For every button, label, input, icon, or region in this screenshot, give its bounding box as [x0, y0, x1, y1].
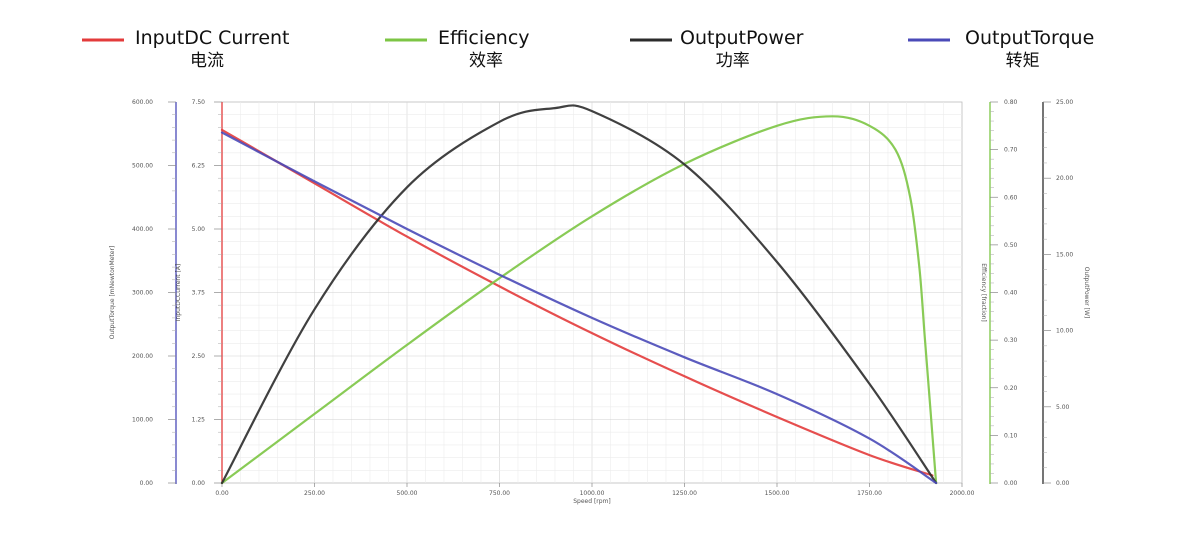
x-tick-label: 1000.00 — [580, 490, 605, 497]
y-tick-label-efficiency: 0.40 — [1004, 290, 1018, 297]
series-lines — [220, 104, 938, 485]
y-tick-label-torque: 400.00 — [132, 226, 153, 233]
y-axis-title-current: InputDCCurrent [A] — [175, 264, 182, 322]
y-tick-label-efficiency: 0.30 — [1004, 337, 1018, 344]
x-tick-label: 250.00 — [304, 490, 325, 497]
legend-label-1: Efficiency — [438, 27, 530, 49]
y-tick-label-torque: 200.00 — [132, 353, 153, 360]
y-tick-label-current: 1.25 — [192, 417, 206, 424]
y-tick-label-power: 5.00 — [1056, 404, 1070, 411]
y-axis-title-power: OutputPower [W] — [1083, 267, 1090, 319]
y-tick-label-current: 7.50 — [192, 99, 206, 106]
x-tick-label: 1750.00 — [857, 490, 882, 497]
legend-sublabel-3: 转矩 — [1006, 51, 1040, 71]
axes: 0.00 250.00 500.00 750.00 1000.00 1250.00 1500… — [109, 99, 1090, 505]
y-tick-label-torque: 600.00 — [132, 99, 153, 106]
y-tick-label-efficiency: 0.80 — [1004, 99, 1018, 106]
series-line-inputdc-current — [220, 128, 934, 477]
x-axis-title: Speed [rpm] — [573, 498, 611, 505]
legend-label-2: OutputPower — [680, 27, 804, 49]
x-tick-label: 750.00 — [489, 490, 510, 497]
legend-sublabel-1: 效率 — [469, 51, 503, 71]
y-tick-label-current: 6.25 — [192, 163, 206, 170]
legend-label-0: InputDC Current — [135, 27, 290, 49]
y-tick-label-torque: 500.00 — [132, 163, 153, 170]
series-line-outputtorque — [220, 131, 938, 485]
x-tick-label: 500.00 — [397, 490, 418, 497]
y-tick-label-power: 0.00 — [1056, 480, 1070, 487]
y-tick-label-efficiency: 0.60 — [1004, 194, 1018, 201]
y-tick-label-torque: 0.00 — [140, 480, 154, 487]
legend-sublabel-0: 电流 — [190, 51, 224, 71]
y-tick-label-power: 25.00 — [1056, 99, 1073, 106]
series-line-efficiency — [220, 115, 938, 485]
y-tick-label-current: 0.00 — [192, 480, 206, 487]
y-tick-label-current: 2.50 — [192, 353, 206, 360]
y-axis-title-torque: OutputTorque [mNewtonMeter] — [109, 246, 116, 340]
y-tick-label-efficiency: 0.50 — [1004, 242, 1018, 249]
y-tick-label-current: 5.00 — [192, 226, 206, 233]
y-tick-label-torque: 300.00 — [132, 290, 153, 297]
plot-grid — [221, 101, 963, 484]
y-tick-label-efficiency: 0.10 — [1004, 432, 1018, 439]
legend-sublabel-2: 功率 — [716, 51, 750, 71]
y-tick-label-efficiency: 0.70 — [1004, 147, 1018, 154]
y-tick-label-current: 3.75 — [192, 290, 206, 297]
y-tick-label-efficiency: 0.00 — [1004, 480, 1018, 487]
y-tick-label-power: 15.00 — [1056, 251, 1073, 258]
series-line-outputpower — [220, 104, 938, 485]
x-tick-label: 0.00 — [215, 490, 229, 497]
legend-label-3: OutputTorque — [965, 27, 1094, 49]
x-tick-label: 1500.00 — [765, 490, 790, 497]
y-tick-label-efficiency: 0.20 — [1004, 385, 1018, 392]
y-tick-label-power: 10.00 — [1056, 328, 1073, 335]
x-tick-label: 2000.00 — [950, 490, 975, 497]
y-tick-label-torque: 100.00 — [132, 417, 153, 424]
x-tick-label: 1250.00 — [672, 490, 697, 497]
y-tick-label-power: 20.00 — [1056, 175, 1073, 182]
y-axis-title-efficiency: Efficiency [fraction] — [980, 263, 987, 322]
